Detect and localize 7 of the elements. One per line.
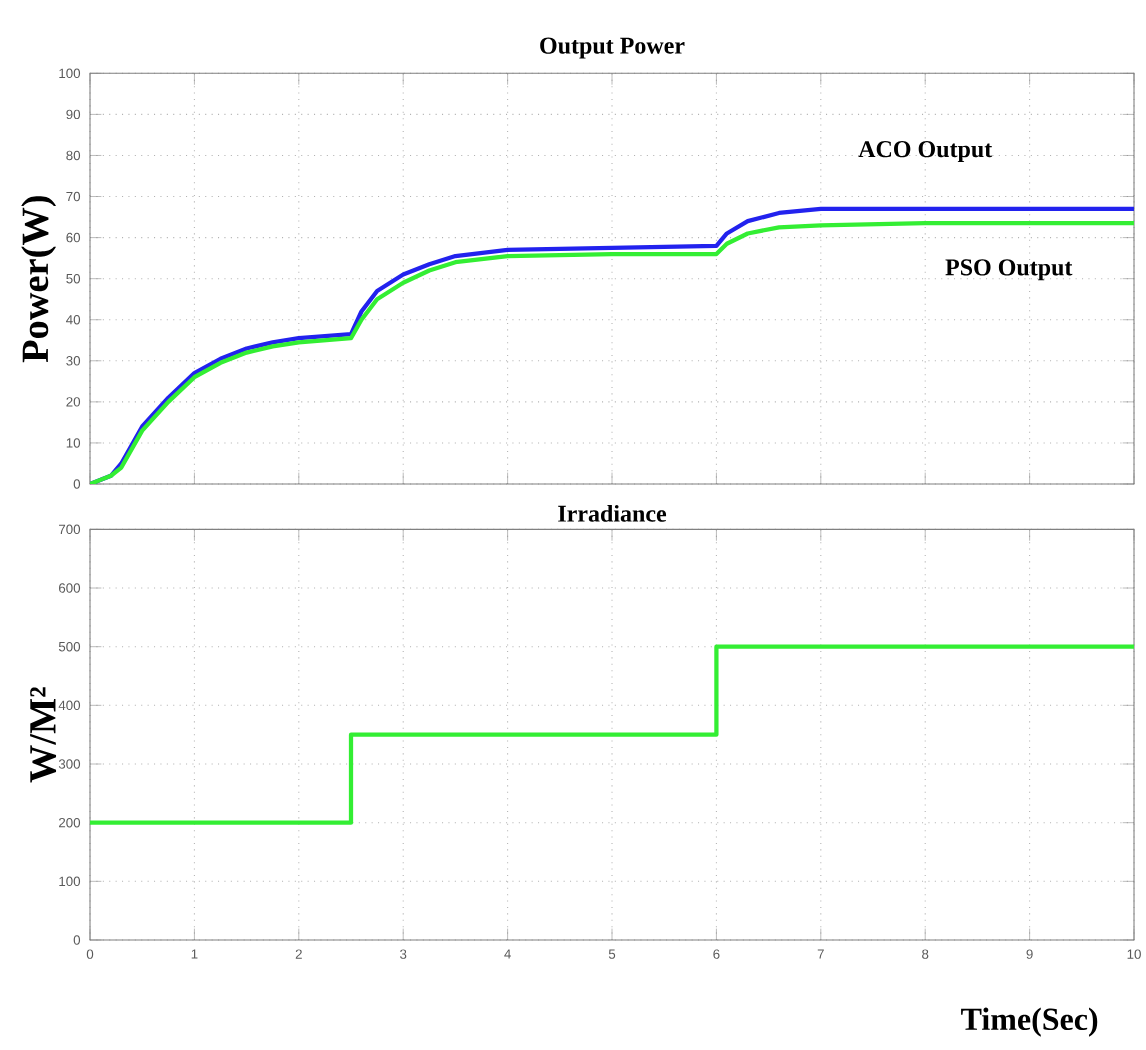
chart-title: Output Power xyxy=(540,37,685,59)
series-label: PSO Output xyxy=(945,259,1073,281)
y-axis-title: W/M² xyxy=(30,687,57,783)
y-axis-title: Power(W) xyxy=(21,196,57,363)
chart-title: Irradiance xyxy=(558,504,667,522)
series-label: ACO Output xyxy=(858,141,993,163)
x-axis-title: Time(Sec) xyxy=(961,1007,1098,1037)
